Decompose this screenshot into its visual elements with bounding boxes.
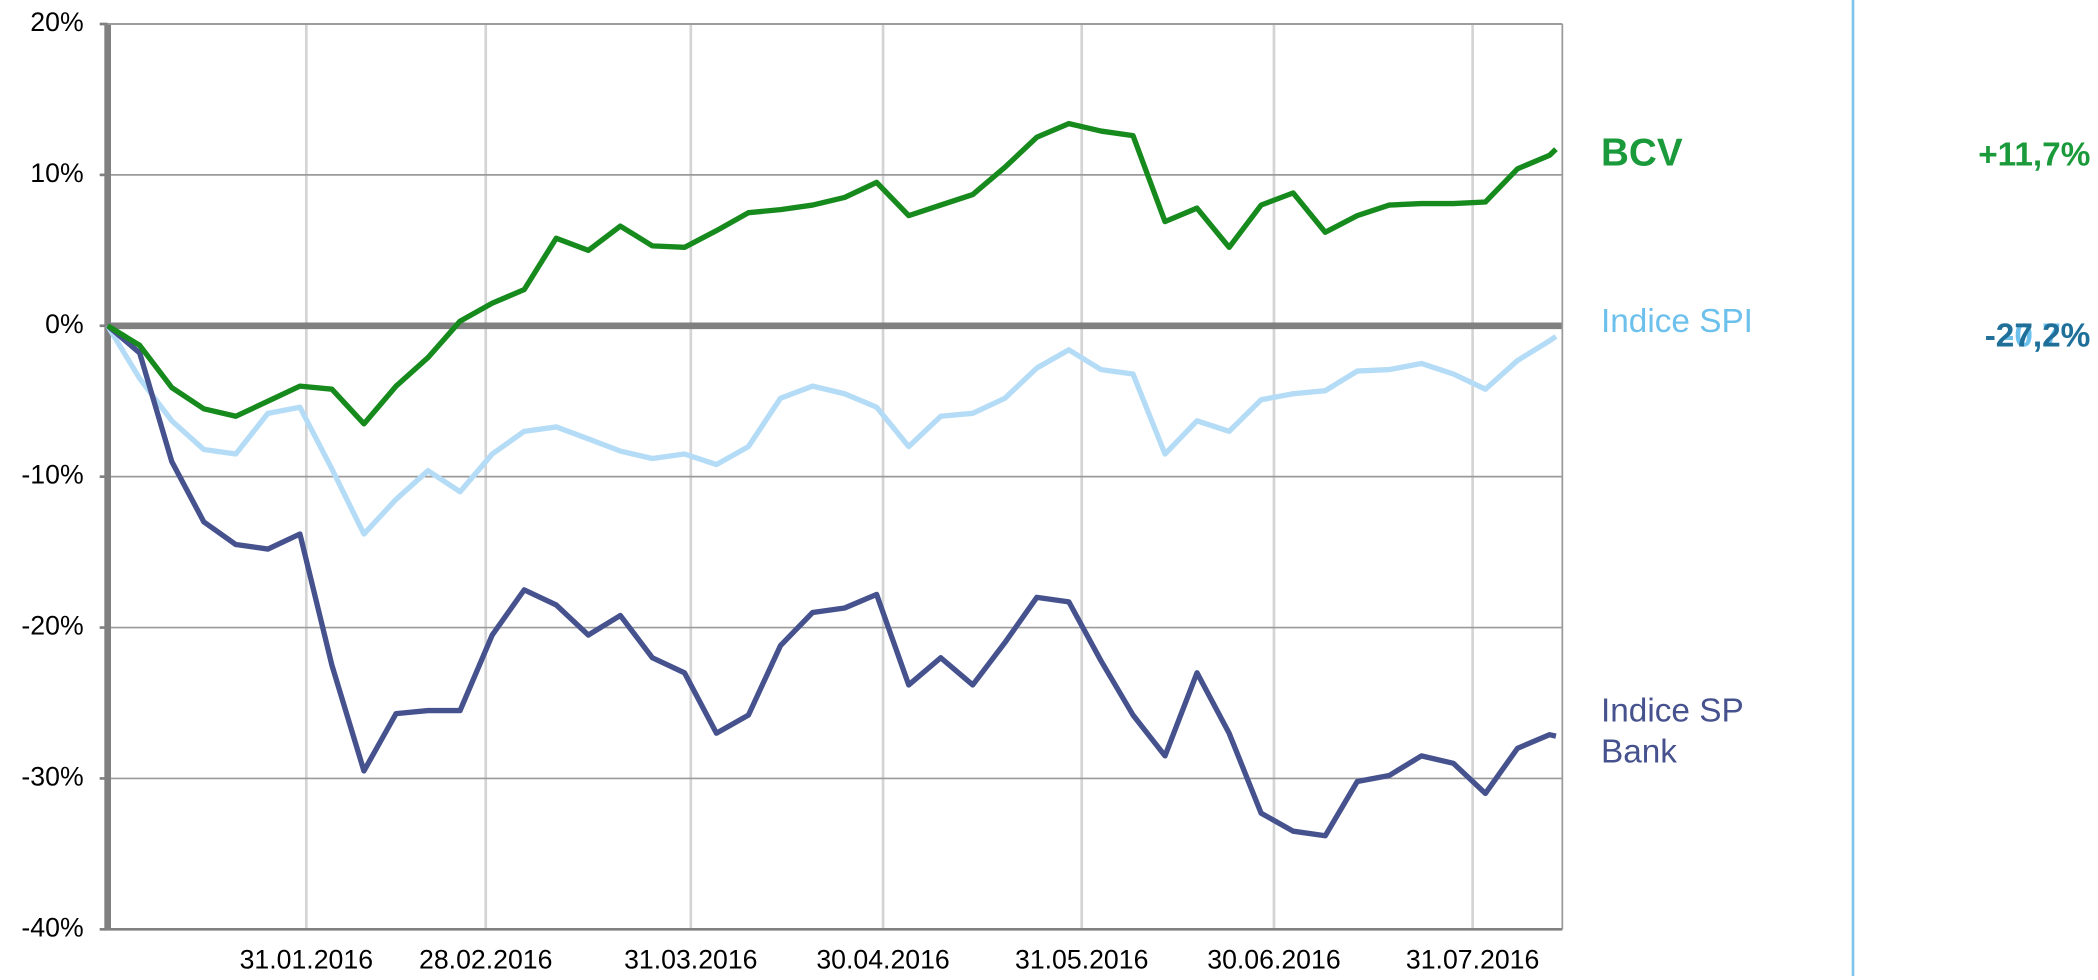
y-tick-label: -10% — [21, 460, 83, 490]
legend-label: BCV — [1601, 133, 1683, 175]
y-tick-label: -30% — [21, 761, 83, 791]
x-tick-label: 31.01.2016 — [240, 944, 373, 974]
y-tick-label: 10% — [30, 158, 83, 188]
final-value: +11,7% — [1978, 136, 2091, 174]
series-line — [105, 323, 1557, 839]
final-value: -0,7% — [2003, 317, 2091, 355]
x-tick-label: 31.05.2016 — [1015, 944, 1148, 974]
y-tick-label: 0% — [45, 309, 84, 339]
x-tick-label: 30.04.2016 — [816, 944, 949, 974]
legend-label: Indice SP Bank — [1601, 692, 1744, 771]
x-tick-label: 28.02.2016 — [419, 944, 552, 974]
final-value: -27,2% — [1984, 317, 2091, 355]
series-line — [105, 324, 1558, 537]
y-tick-label: -40% — [21, 912, 83, 942]
series-line — [106, 120, 1558, 427]
y-tick-label: 20% — [30, 7, 83, 37]
x-tick-label: 31.07.2016 — [1406, 944, 1539, 974]
y-tick-label: -20% — [21, 611, 83, 641]
final-value-label: -27,2% — [1984, 317, 2091, 355]
final-value-label: +11,7% — [1978, 136, 2091, 174]
legend-label: Indice SPI — [1601, 302, 1753, 340]
x-tick-label: 30.06.2016 — [1207, 944, 1340, 974]
legend-item: BCV — [1601, 133, 1683, 175]
legend-item: Indice SPI — [1601, 302, 1753, 340]
x-tick-label: 31.03.2016 — [624, 944, 757, 974]
final-value-label: -0,7% — [2003, 317, 2091, 355]
legend-item: Indice SP Bank — [1601, 692, 1744, 771]
